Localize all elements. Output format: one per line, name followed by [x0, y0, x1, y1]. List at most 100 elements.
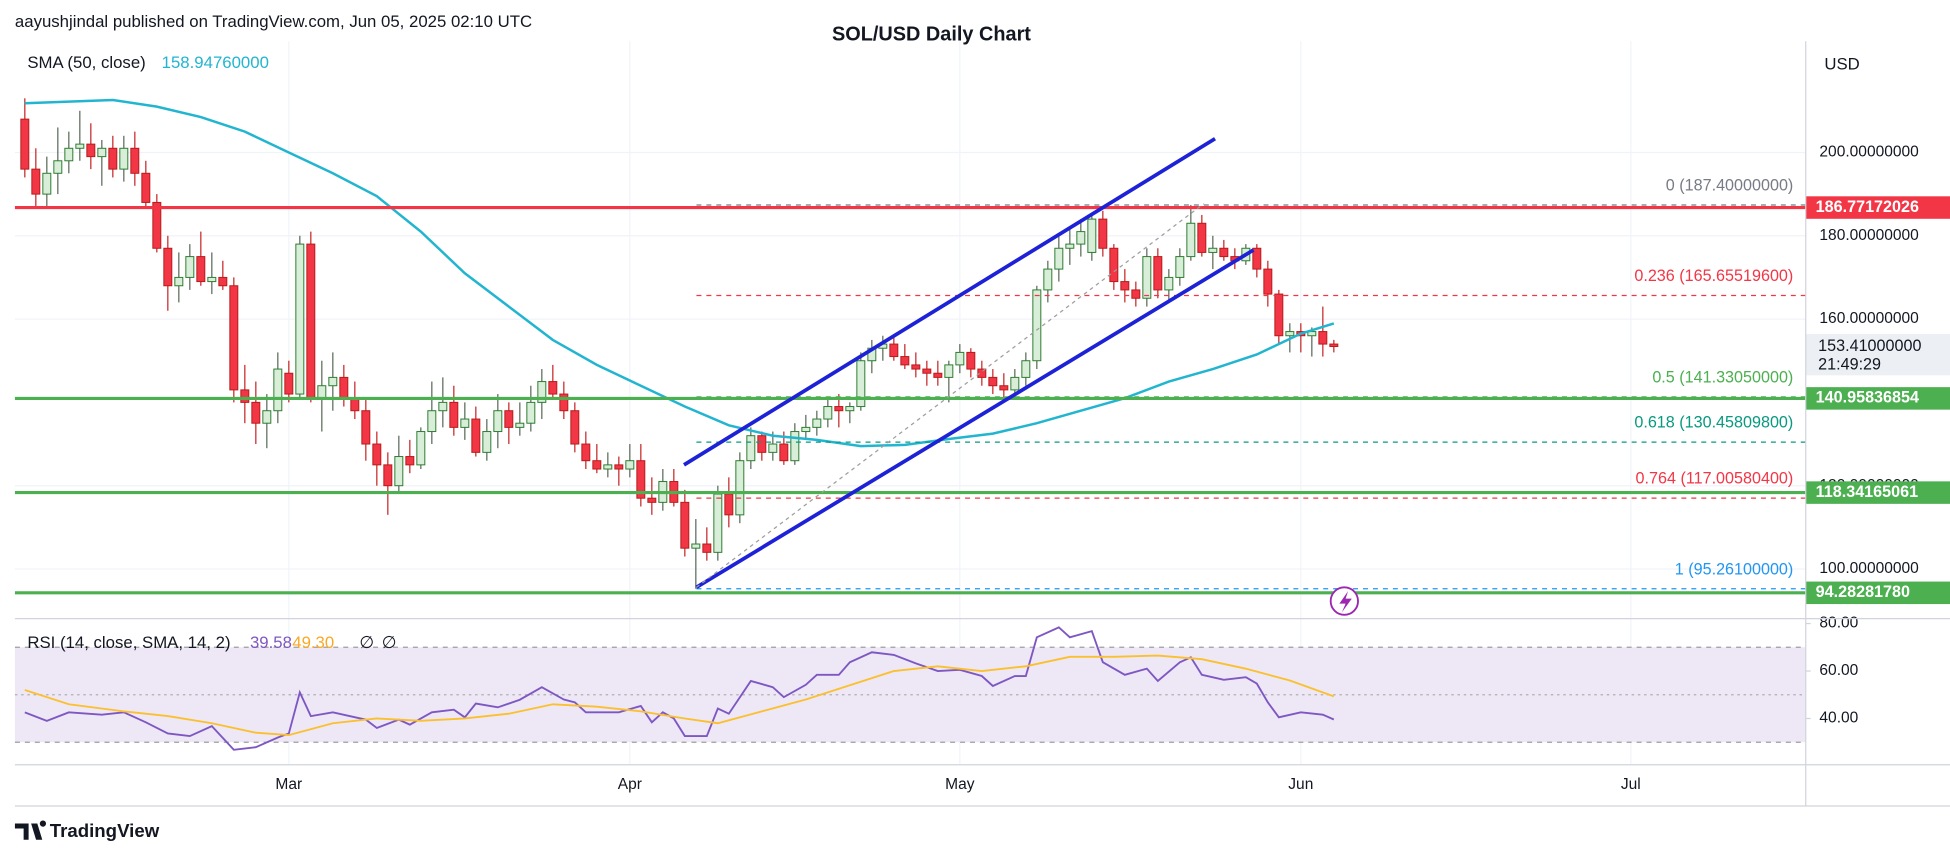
- y-tick-label: 100.00000000: [1819, 560, 1919, 577]
- candle-body: [240, 389, 250, 403]
- candle-body: [647, 497, 657, 503]
- candle-body: [515, 422, 525, 428]
- fib-label: 0.764 (117.00580400): [1636, 470, 1794, 488]
- candle-body: [548, 381, 558, 395]
- rsi-legend-label: RSI (14, close, SMA, 14, 2): [27, 633, 230, 652]
- candle-body: [174, 276, 184, 287]
- level-label: 94.28281780: [1816, 583, 1910, 601]
- rsi-legend: RSI (14, close, SMA, 14, 2) 39.58 49.30 …: [27, 633, 396, 652]
- candle-body: [944, 364, 954, 378]
- candle-body: [1164, 276, 1174, 291]
- candle-body: [405, 456, 415, 466]
- candle-body: [372, 443, 382, 466]
- level-label-box: [1805, 387, 1950, 410]
- candle-body: [1329, 343, 1339, 348]
- chart-title: SOL/USD Daily Chart: [832, 23, 1031, 45]
- candle-body: [1098, 218, 1108, 249]
- candle-body: [504, 410, 514, 428]
- brand: TradingView: [14, 820, 160, 841]
- candle-body: [636, 460, 646, 499]
- candle-body: [680, 501, 690, 549]
- candle-body: [449, 401, 459, 428]
- rsi-legend-value: ∅: [359, 633, 374, 652]
- candle-body: [75, 143, 85, 149]
- candle-body: [889, 343, 899, 358]
- candle-body: [735, 460, 745, 516]
- candle-body: [460, 418, 470, 428]
- y-tick-label: 180.00000000: [1819, 227, 1919, 244]
- x-tick-label: Jun: [1288, 776, 1313, 793]
- candle-body: [251, 401, 261, 424]
- candle-body: [977, 368, 987, 378]
- candle-body: [163, 247, 173, 287]
- candle-body: [273, 368, 283, 412]
- candle-body: [438, 401, 448, 412]
- candle-body: [955, 351, 965, 366]
- candle-body: [1054, 247, 1064, 270]
- candle-body: [911, 364, 921, 370]
- candle-body: [845, 406, 855, 412]
- candle-body: [691, 543, 701, 549]
- rsi-tick-label: 80.00: [1819, 615, 1858, 632]
- candle-body: [1010, 376, 1020, 391]
- candle-body: [1065, 243, 1075, 249]
- rsi-line: [24, 654, 1335, 737]
- candle-body: [746, 435, 756, 462]
- channel-upper: [683, 137, 1216, 467]
- candle-body: [1186, 222, 1196, 258]
- fib-label: 0 (187.40000000): [1666, 176, 1794, 194]
- fib-label: 0.618 (130.45809800): [1634, 414, 1793, 432]
- fib-label: 0.5 (141.33050000): [1652, 368, 1793, 386]
- candle-body: [482, 431, 492, 453]
- candle-body: [218, 276, 228, 287]
- candle-body: [130, 147, 140, 174]
- candle-body: [724, 493, 734, 516]
- lightning-bolt: [1339, 591, 1352, 613]
- candle-body: [625, 460, 635, 470]
- rsi-tick-label: 40.00: [1819, 710, 1858, 727]
- candle-body: [42, 172, 52, 195]
- candle-body: [812, 418, 822, 428]
- candle-body: [350, 397, 360, 412]
- sma-legend-value: 158.94760000: [162, 53, 269, 72]
- level-label: 118.34165061: [1816, 483, 1918, 501]
- candle-body: [1021, 360, 1031, 378]
- candle-body: [317, 385, 327, 399]
- rsi-legend-value: 39.58: [250, 633, 292, 652]
- candle-body: [1131, 289, 1141, 299]
- level-label-box: [1805, 196, 1950, 219]
- candle-body: [306, 243, 316, 399]
- candle-body: [1142, 256, 1152, 299]
- candle-body: [196, 256, 206, 283]
- candle-body: [229, 285, 239, 391]
- last-price-box: [1805, 334, 1950, 376]
- level-label-box: [1805, 481, 1950, 504]
- candle-body: [141, 172, 151, 203]
- brand-name: TradingView: [50, 820, 160, 841]
- candle-body: [328, 376, 338, 387]
- overlay: [683, 137, 1359, 616]
- level-label: 140.95836854: [1816, 389, 1919, 407]
- rsi-legend-value: 49.30: [292, 633, 334, 652]
- candle-body: [999, 385, 1009, 391]
- x-tick-label: Mar: [275, 776, 302, 793]
- candle-body: [1109, 247, 1119, 283]
- candle-body: [416, 431, 426, 466]
- candle-body: [779, 443, 789, 462]
- sma-legend-label: SMA (50, close): [27, 53, 145, 72]
- candle-body: [922, 368, 932, 374]
- candle-body: [570, 410, 580, 445]
- candle-body: [713, 493, 723, 553]
- fib-trend-line: [696, 203, 1205, 588]
- candle-body: [152, 201, 162, 249]
- candle-body: [526, 401, 536, 424]
- candle-body: [966, 351, 976, 370]
- x-tick-label: Jul: [1621, 776, 1641, 793]
- candle-body: [559, 393, 569, 412]
- candle-body: [108, 147, 118, 170]
- candle-body: [471, 418, 481, 453]
- rsi-tick-label: 60.00: [1819, 662, 1858, 679]
- y-tick-label: 160.00000000: [1819, 310, 1919, 327]
- candle-body: [1120, 281, 1130, 291]
- candle-body: [768, 443, 778, 453]
